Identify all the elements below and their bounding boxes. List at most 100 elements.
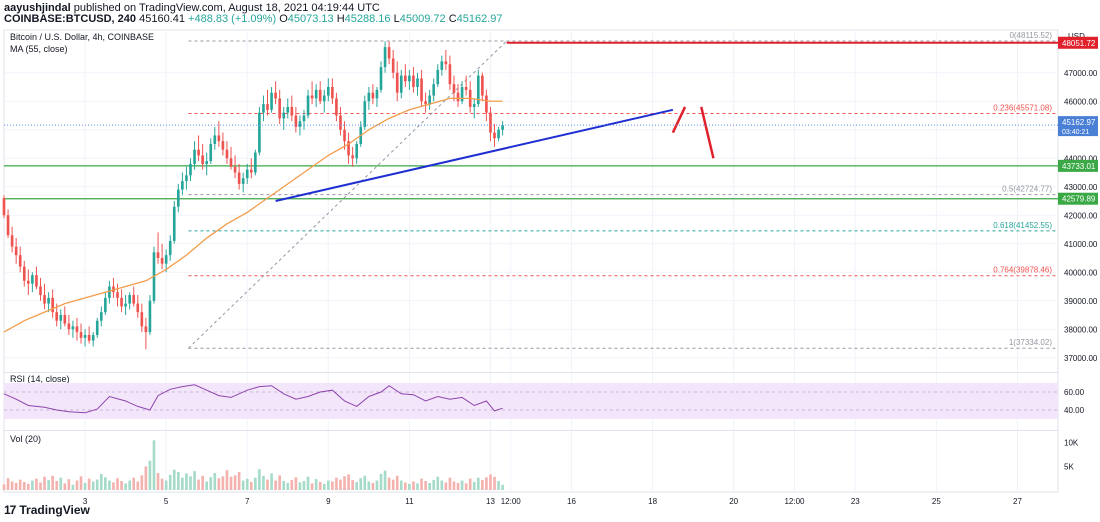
price-tick-label: 40000.00 xyxy=(1064,268,1098,277)
volume-bar xyxy=(254,477,257,490)
volume-bar xyxy=(412,481,415,490)
candle-body xyxy=(476,75,480,105)
volume-bar xyxy=(2,484,6,490)
candle-body xyxy=(39,286,42,296)
volume-bar xyxy=(266,479,269,490)
rsi-panel: 60.00 40.00 xyxy=(3,383,1085,419)
volume-bar xyxy=(160,478,164,490)
candle-body xyxy=(432,84,436,96)
footer-brand[interactable]: 17 TradingView xyxy=(4,503,90,517)
volume-bar xyxy=(501,484,504,490)
candle-body xyxy=(197,149,200,156)
candle-body xyxy=(181,181,184,190)
candle-body xyxy=(189,163,192,176)
price-change: +488.83 (+1.09%) xyxy=(188,13,277,25)
volume-bar xyxy=(424,481,427,490)
volume-bar xyxy=(116,478,119,490)
candle-body xyxy=(456,92,460,102)
fib-level-label: 1(37334.02) xyxy=(1009,338,1052,347)
candle-body xyxy=(31,275,34,284)
candle-body xyxy=(326,87,330,96)
candle-body xyxy=(35,275,38,287)
open-value: 45073.13 xyxy=(287,13,334,25)
volume-bar xyxy=(201,475,204,490)
time-axis[interactable]: 3 5 7 9 11 13 12:00 16 18 20 12:00 23 25 27 xyxy=(83,497,1023,506)
candle-body xyxy=(448,64,452,85)
volume-bar xyxy=(233,475,237,490)
candle-body xyxy=(249,169,253,173)
candle-body xyxy=(286,106,290,113)
candle-body xyxy=(428,95,431,105)
level-badge-label: 42579.89 xyxy=(1062,195,1096,204)
candle-body xyxy=(63,315,67,324)
volume-bar xyxy=(258,469,261,490)
volume-label: Vol (20) xyxy=(10,434,41,444)
volume-bar xyxy=(6,478,10,490)
price-axis[interactable]: 37000.00 38000.00 39000.00 40000.00 41000.00… xyxy=(1064,69,1098,363)
candle-body xyxy=(266,104,269,110)
candle-body xyxy=(47,297,50,304)
volume-bar xyxy=(420,478,423,490)
volume-bar xyxy=(120,481,123,490)
volume-bar xyxy=(59,477,63,490)
volume-bar xyxy=(497,481,500,490)
volume-bar xyxy=(416,483,419,490)
volume-bar xyxy=(108,480,111,490)
candle-body xyxy=(436,69,440,85)
candle-body xyxy=(225,149,229,159)
candles xyxy=(2,41,504,350)
candle-body xyxy=(193,149,196,164)
candle-body xyxy=(22,266,26,281)
volume-bar xyxy=(468,478,472,490)
volume-bar xyxy=(485,477,488,490)
volume-bar xyxy=(306,476,310,490)
volume-bar xyxy=(31,480,34,490)
candle-body xyxy=(290,106,294,116)
price-chart[interactable]: Bitcoin / U.S. Dollar, 4h, COINBASE MA (… xyxy=(0,22,1100,522)
price-tick-label: 46000.00 xyxy=(1064,97,1098,106)
volume-tick-label: 10K xyxy=(1064,439,1079,448)
time-tick-label: 20 xyxy=(729,497,738,506)
candle-body xyxy=(116,292,119,298)
volume-bar xyxy=(156,472,160,490)
candle-body xyxy=(185,175,188,182)
candle-body xyxy=(71,326,75,330)
rsi-line xyxy=(3,384,503,414)
volume-bar xyxy=(245,478,249,490)
publish-line: aayushjindal published on TradingView.co… xyxy=(4,2,380,14)
candle-body xyxy=(489,112,492,133)
price-tick-label: 47000.00 xyxy=(1064,69,1098,78)
volume-bar xyxy=(249,481,253,490)
volume-panel: 10K 5K xyxy=(2,439,1079,490)
price-tick-label: 42000.00 xyxy=(1064,211,1098,220)
fib-level-label: 0.236(45571.08) xyxy=(993,103,1052,112)
volume-bar xyxy=(278,475,281,490)
last-price: 45160.41 xyxy=(139,13,185,25)
volume-bar xyxy=(440,480,444,490)
low-value: 45009.72 xyxy=(399,13,446,25)
author-name[interactable]: aayushjindal xyxy=(4,2,71,14)
volume-bar xyxy=(225,470,229,490)
volume-bar xyxy=(51,475,54,490)
volume-bar xyxy=(229,476,233,490)
volume-bar xyxy=(217,478,221,490)
volume-bar xyxy=(343,476,346,490)
time-tick-label: 27 xyxy=(1013,497,1022,506)
chart-frame xyxy=(3,29,1059,493)
candle-body xyxy=(351,155,354,159)
candle-body xyxy=(408,75,411,82)
candle-body xyxy=(343,129,346,142)
volume-bar xyxy=(262,475,265,490)
candle-body xyxy=(460,87,464,102)
candle-body xyxy=(140,312,144,327)
horizontal-levels xyxy=(4,41,1058,200)
candle-body xyxy=(322,95,326,102)
volume-bar xyxy=(371,482,375,490)
volume-bar xyxy=(213,472,217,490)
volume-bar xyxy=(132,477,136,490)
time-tick-label: 12:00 xyxy=(501,497,522,506)
time-tick-label: 12:00 xyxy=(784,497,805,506)
volume-bar xyxy=(448,477,452,490)
volume-bar xyxy=(444,482,448,490)
candle-body xyxy=(440,61,444,70)
